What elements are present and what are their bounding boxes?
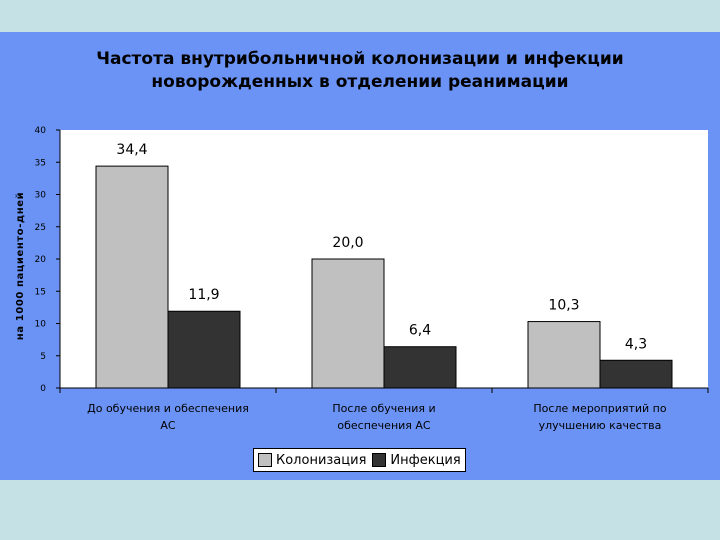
y-tick-label: 30 [35, 191, 47, 201]
bar [527, 321, 601, 389]
chart-title-line-2: новорожденных в отделении реанимации [151, 72, 569, 92]
data-label: 4,3 [625, 336, 647, 352]
top-band [0, 0, 720, 32]
data-label: 20,0 [332, 235, 363, 251]
data-label: 11,9 [188, 287, 219, 303]
category-label: После мероприятий по [533, 402, 666, 415]
bottom-band [0, 480, 720, 540]
category-label: АС [160, 419, 176, 432]
bar [599, 359, 673, 389]
y-tick-label: 5 [40, 352, 46, 362]
y-tick-label: 10 [35, 320, 47, 330]
y-tick-label: 35 [35, 158, 46, 168]
chart-title-line-1: Частота внутрибольничной колонизации и и… [96, 49, 624, 69]
data-label: 6,4 [409, 323, 431, 339]
bar [311, 258, 385, 389]
y-tick-label: 40 [35, 126, 47, 136]
chart-title: Частота внутрибольничной колонизации и и… [40, 48, 680, 94]
y-tick-label: 0 [40, 384, 46, 394]
category-label: До обучения и обеспечения [87, 402, 249, 415]
y-axis-label: на 1000 пациенто-дней [15, 191, 26, 341]
data-label: 10,3 [548, 298, 579, 314]
category-label: После обучения и [332, 402, 435, 415]
legend-swatch-colonization [258, 453, 272, 467]
legend-item-infection: Инфекция [372, 452, 461, 468]
legend-swatch-infection [372, 453, 387, 467]
legend-item-colonization: Колонизация [258, 453, 366, 468]
bar [167, 310, 241, 389]
y-tick-label: 25 [35, 223, 46, 233]
y-tick-label: 20 [35, 255, 47, 265]
data-label: 34,4 [116, 142, 147, 158]
category-label: улучшению качества [539, 419, 662, 432]
bar [383, 346, 457, 389]
legend-label-colonization: Колонизация [276, 452, 367, 468]
category-label: обеспечения АС [337, 419, 431, 432]
legend: Колонизация Инфекция [253, 448, 466, 472]
bar [95, 165, 169, 389]
y-tick-label: 15 [35, 287, 46, 297]
legend-label-infection: Инфекция [390, 452, 461, 468]
